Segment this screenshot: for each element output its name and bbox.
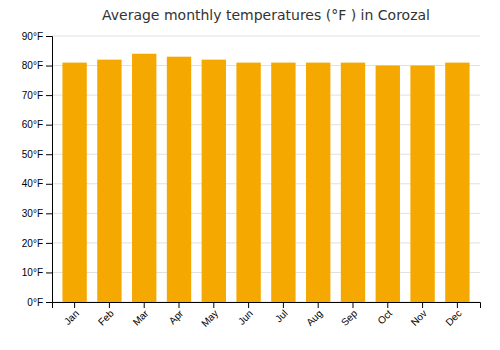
x-tick-label: Oct [375, 308, 394, 327]
y-tick-mark [46, 213, 52, 214]
y-tick-label: 10°F [22, 267, 43, 278]
plot-area: 0°F 10°F 20°F 30°F 40°F 50°F 60°F 70°F 80°F 90°F J… [22, 31, 481, 329]
x-tick-label: Aug [304, 308, 324, 328]
x-axis: Jan Feb Mar Apr May Jun Jul Aug Sep Oct Nov Dec [53, 302, 481, 329]
bar [341, 63, 365, 302]
y-tick-label: 40°F [22, 178, 43, 189]
x-tick: Apr [167, 302, 186, 326]
x-tick: Oct [375, 302, 394, 326]
x-tick: Jan [62, 302, 81, 327]
bar [236, 63, 260, 302]
x-tick-mark [457, 302, 458, 308]
bar [167, 57, 191, 302]
x-tick-mark [283, 302, 284, 308]
y-tick-label: 30°F [22, 208, 43, 219]
y-tick: 0°F [27, 297, 52, 308]
x-tick-label: Dec [443, 308, 463, 328]
x-tick-label: Sep [339, 307, 360, 328]
y-tick-mark [46, 272, 52, 273]
y-tick-mark [46, 302, 52, 303]
bar [62, 63, 86, 302]
y-tick-mark [46, 243, 52, 244]
x-tick-mark [109, 302, 110, 308]
y-tick-mark [46, 125, 52, 126]
x-tick-mark [352, 302, 353, 308]
y-tick-label: 50°F [22, 149, 43, 160]
x-tick-label: Apr [167, 307, 186, 326]
grid [52, 36, 480, 302]
bar [271, 63, 295, 302]
y-tick-mark [46, 36, 52, 37]
y-tick: 30°F [22, 208, 52, 219]
x-tick: Sep [339, 302, 360, 328]
bar [202, 60, 226, 302]
y-tick-mark [46, 95, 52, 96]
title: Average monthly temperatures (°F ) in Co… [102, 7, 430, 23]
x-tick: May [199, 302, 220, 329]
y-tick: 40°F [22, 178, 52, 189]
x-axis-line [53, 303, 481, 309]
x-tick-label: Nov [409, 308, 429, 328]
bar [97, 60, 121, 302]
y-tick-mark [46, 154, 52, 155]
y-tick: 50°F [22, 149, 52, 160]
bar [445, 63, 469, 302]
y-tick-label: 60°F [22, 119, 43, 130]
x-tick: Mar [131, 302, 151, 328]
x-tick-label: Jul [273, 308, 290, 325]
bar [376, 66, 400, 302]
chart: 0°F 10°F 20°F 30°F 40°F 50°F 60°F 70°F 80°F 90°F J… [0, 0, 500, 350]
x-tick-mark [318, 302, 319, 308]
x-tick-mark [74, 302, 75, 308]
y-tick-label: 90°F [22, 31, 43, 42]
x-tick: Aug [304, 302, 324, 328]
y-tick-label: 0°F [27, 297, 43, 308]
x-tick-label: Jan [62, 308, 81, 327]
y-axis: 0°F 10°F 20°F 30°F 40°F 50°F 60°F 70°F 80°F 90°F [22, 31, 53, 308]
x-tick: Feb [96, 302, 116, 328]
y-tick-mark [46, 184, 52, 185]
x-tick: Dec [443, 302, 463, 328]
x-tick: Jul [273, 302, 290, 324]
bar [306, 63, 330, 302]
y-tick-label: 80°F [22, 60, 43, 71]
y-tick: 70°F [22, 90, 52, 101]
bar [132, 54, 156, 302]
x-tick-label: Feb [96, 307, 116, 327]
x-tick-mark [144, 302, 145, 308]
x-tick-mark [387, 302, 388, 308]
y-tick: 80°F [22, 60, 52, 71]
bars [62, 54, 469, 302]
y-tick: 20°F [22, 238, 52, 249]
bar [410, 66, 434, 302]
y-tick-label: 70°F [22, 90, 43, 101]
x-tick-mark [248, 302, 249, 308]
x-tick-mark [179, 302, 180, 308]
x-tick-label: May [199, 308, 220, 329]
y-tick: 90°F [22, 31, 52, 42]
x-tick-label: Jun [236, 308, 255, 327]
x-tick-mark [422, 302, 423, 308]
y-tick: 10°F [22, 267, 52, 278]
y-tick-mark [46, 66, 52, 67]
x-tick: Jun [236, 302, 255, 327]
grid-line [52, 36, 480, 37]
y-tick-label: 20°F [22, 238, 43, 249]
x-tick-label: Mar [131, 307, 151, 327]
x-tick-mark [213, 302, 214, 308]
y-tick: 60°F [22, 119, 52, 130]
y-axis-line [46, 37, 53, 303]
x-tick: Nov [409, 302, 429, 328]
